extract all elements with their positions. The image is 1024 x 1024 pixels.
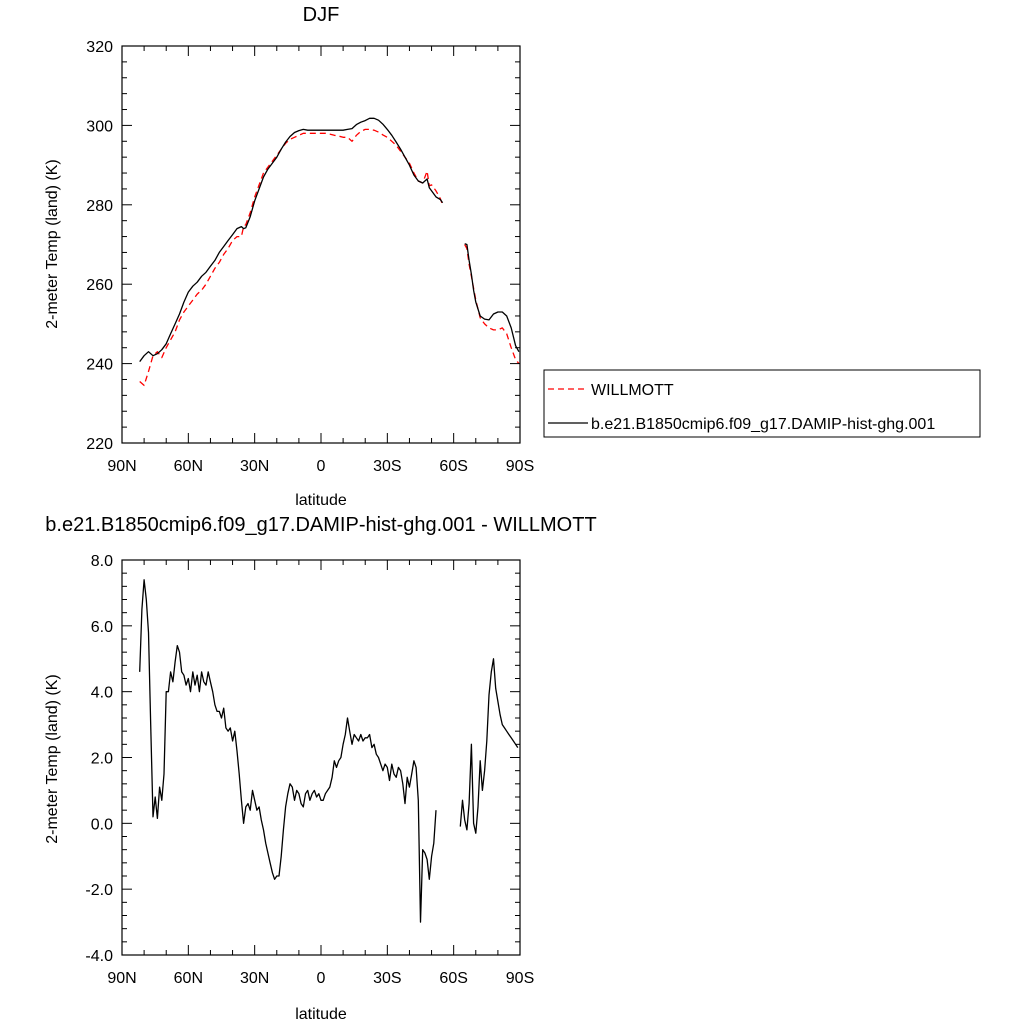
x-tick-label: 0 — [317, 458, 326, 475]
y-tick-label: 260 — [86, 277, 113, 294]
series-line — [464, 244, 520, 365]
x-tick-label: 60S — [439, 970, 467, 987]
y-tick-label: 280 — [86, 198, 113, 215]
y-tick-label: 4.0 — [91, 685, 113, 702]
plot-area: 90N 60N 30N 0 30S 60S 90S 220 240 260 280 300 320 — [86, 39, 534, 475]
panel-title: DJF — [303, 4, 340, 26]
y-tick-label: 2.0 — [91, 751, 113, 768]
x-axis-label: latitude — [295, 492, 347, 509]
y-tick-label: 300 — [86, 118, 113, 135]
bottom-panel: b.e21.B1850cmip6.f09_g17.DAMIP-hist-ghg.… — [44, 514, 597, 1023]
series-line — [139, 579, 437, 923]
x-tick-label: 90S — [506, 970, 534, 987]
plot-frame — [121, 559, 521, 956]
legend-label-model: b.e21.B1850cmip6.f09_g17.DAMIP-hist-ghg.… — [591, 416, 935, 433]
plot-frame — [121, 45, 521, 444]
x-tick-label: 90S — [506, 458, 534, 475]
series-line — [464, 243, 520, 353]
legend-box — [543, 369, 981, 438]
x-axis-label: latitude — [295, 1006, 347, 1023]
y-tick-label: -4.0 — [85, 948, 113, 965]
y-tick-label: 8.0 — [91, 553, 113, 570]
panel-title: b.e21.B1850cmip6.f09_g17.DAMIP-hist-ghg.… — [45, 514, 596, 536]
x-tick-label: 60N — [174, 970, 203, 987]
x-tick-label: 30N — [240, 458, 269, 475]
x-tick-label: 60S — [439, 458, 467, 475]
x-tick-label: 30S — [373, 970, 401, 987]
series-line — [139, 128, 444, 387]
legend-label-willmott: WILLMOTT — [591, 382, 674, 399]
legend: WILLMOTT b.e21.B1850cmip6.f09_g17.DAMIP-… — [543, 369, 981, 438]
x-tick-label: 30N — [240, 970, 269, 987]
x-tick-label: 30S — [373, 458, 401, 475]
plot-area: 90N 60N 30N 0 30S 60S 90S -4.0 -2.0 0.0 2.0 4.0 6.0 8… — [85, 553, 534, 987]
top-panel: DJF 90N 60N 30N 0 30S 60S 90S 220 240 260 280 300 32… — [44, 4, 534, 509]
x-tick-label: 60N — [174, 458, 203, 475]
x-tick-label: 0 — [317, 970, 326, 987]
x-tick-label: 90N — [107, 970, 136, 987]
y-tick-label: 320 — [86, 39, 113, 56]
series-line — [459, 658, 519, 834]
y-tick-label: 6.0 — [91, 619, 113, 636]
y-axis-label: 2-meter Temp (land) (K) — [44, 674, 61, 844]
y-axis-label: 2-meter Temp (land) (K) — [44, 159, 61, 329]
x-tick-label: 90N — [107, 458, 136, 475]
y-tick-label: 0.0 — [91, 816, 113, 833]
y-tick-label: -2.0 — [85, 882, 113, 899]
y-tick-label: 220 — [86, 436, 113, 453]
series-line — [139, 117, 444, 362]
y-tick-label: 240 — [86, 357, 113, 374]
